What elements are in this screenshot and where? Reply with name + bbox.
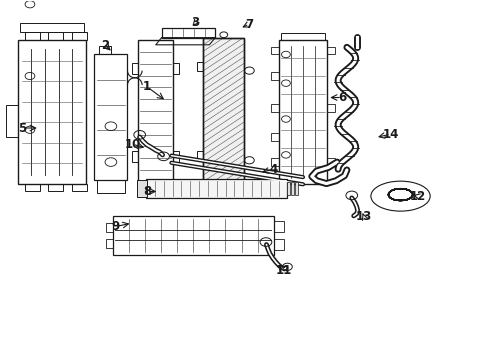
Bar [25, 184, 40, 191]
Bar [105, 239, 113, 248]
Bar [203, 39, 244, 182]
Bar [161, 28, 215, 38]
Bar [270, 104, 278, 112]
Bar [48, 32, 63, 40]
Bar [197, 62, 203, 71]
Text: 8: 8 [142, 185, 151, 198]
Bar [105, 223, 113, 232]
Bar [138, 40, 173, 182]
Bar [273, 221, 283, 232]
Bar [203, 39, 244, 182]
Text: 9: 9 [111, 220, 119, 233]
Text: 4: 4 [269, 163, 277, 176]
Bar [278, 40, 327, 184]
Bar [327, 46, 334, 54]
Bar [270, 133, 278, 140]
Bar [18, 40, 86, 184]
Bar [281, 33, 325, 40]
Bar [48, 184, 63, 191]
Bar [270, 158, 278, 166]
Bar [327, 158, 334, 166]
Bar [146, 179, 287, 198]
Text: 13: 13 [355, 210, 371, 223]
Bar [72, 184, 86, 191]
Bar [113, 216, 273, 255]
Text: 14: 14 [382, 127, 398, 141]
Text: 3: 3 [191, 16, 200, 29]
Bar [270, 72, 278, 80]
Bar [5, 105, 18, 137]
Text: 12: 12 [408, 190, 425, 203]
Text: 5: 5 [19, 122, 27, 135]
Text: 1: 1 [142, 80, 151, 93]
Text: 2: 2 [102, 39, 109, 52]
Bar [137, 180, 147, 197]
Bar [197, 151, 203, 160]
Text: 10: 10 [124, 138, 140, 150]
Text: 6: 6 [337, 91, 346, 104]
Bar [273, 239, 283, 250]
Bar [173, 151, 179, 162]
Bar [99, 45, 111, 54]
Bar [327, 104, 334, 112]
Bar [132, 151, 138, 162]
Bar [25, 32, 40, 40]
Bar [94, 54, 127, 180]
Bar [132, 63, 138, 74]
Bar [20, 23, 83, 32]
Text: 11: 11 [275, 264, 291, 277]
Bar [173, 63, 179, 74]
Text: 7: 7 [245, 18, 253, 31]
Bar [287, 182, 290, 195]
Bar [97, 180, 125, 193]
Bar [295, 182, 298, 195]
Bar [270, 46, 278, 54]
Bar [291, 182, 294, 195]
Bar [72, 32, 86, 40]
